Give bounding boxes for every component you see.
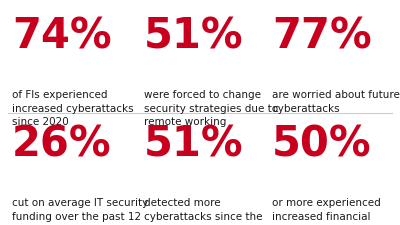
Text: 26%: 26% — [12, 124, 112, 166]
Text: are worried about future
cyberattacks: are worried about future cyberattacks — [272, 90, 400, 114]
Text: 51%: 51% — [144, 124, 244, 166]
Text: detected more
cyberattacks since the
start of the pandemic: detected more cyberattacks since the sta… — [144, 198, 262, 225]
Text: of FIs experienced
increased cyberattacks
since 2020: of FIs experienced increased cyberattack… — [12, 90, 134, 127]
Text: 74%: 74% — [12, 16, 112, 58]
Text: 77%: 77% — [272, 16, 372, 58]
Text: or more experienced
increased financial
losses due to cyber
security budget cuts: or more experienced increased financial … — [272, 198, 381, 225]
Text: cut on average IT security
funding over the past 12
months: cut on average IT security funding over … — [12, 198, 148, 225]
Text: were forced to change
security strategies due to
remote working: were forced to change security strategie… — [144, 90, 278, 127]
Text: 51%: 51% — [144, 16, 244, 58]
Text: 50%: 50% — [272, 124, 372, 166]
